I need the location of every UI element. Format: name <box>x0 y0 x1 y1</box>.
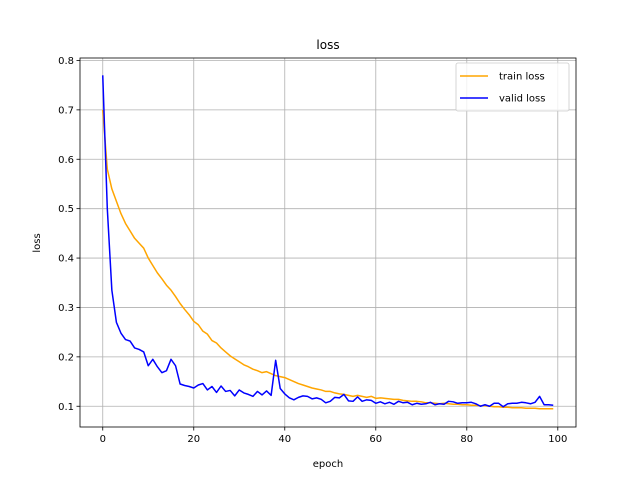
x-tick-label: 100 <box>548 434 567 445</box>
x-tick-label: 80 <box>460 434 473 445</box>
legend-box <box>455 62 570 112</box>
x-tick-label: 20 <box>187 434 200 445</box>
plot-frame <box>79 57 577 428</box>
y-tick-label: 0.2 <box>58 352 74 363</box>
series-line-train-loss <box>102 109 554 410</box>
grid-lines <box>80 58 576 427</box>
series-line-valid-loss <box>102 75 554 408</box>
y-tick-label: 0.5 <box>58 204 74 215</box>
series-lines <box>102 75 554 410</box>
y-tick-label: 0.6 <box>58 155 74 166</box>
y-axis-label: loss <box>32 233 43 252</box>
legend-label: valid loss <box>499 94 545 105</box>
y-tick-label: 0.7 <box>58 105 74 116</box>
x-tick-label: 40 <box>278 434 291 445</box>
y-axis-ticks: 0.1 0.2 0.3 0.4 0.5 0.6 0.7 0.8 <box>58 56 80 413</box>
x-axis-ticks: 0 20 40 60 80 100 <box>100 427 567 445</box>
y-tick-label: 0.3 <box>58 303 74 314</box>
y-tick-label: 0.1 <box>58 402 74 413</box>
y-tick-label: 0.4 <box>58 254 74 265</box>
x-tick-label: 0 <box>100 434 106 445</box>
y-tick-label: 0.8 <box>58 56 74 67</box>
x-axis-label: epoch <box>313 459 343 470</box>
x-tick-label: 60 <box>369 434 382 445</box>
chart-title: loss <box>316 38 339 52</box>
legend-label: train loss <box>499 72 545 83</box>
legend: train loss valid loss <box>455 62 570 112</box>
